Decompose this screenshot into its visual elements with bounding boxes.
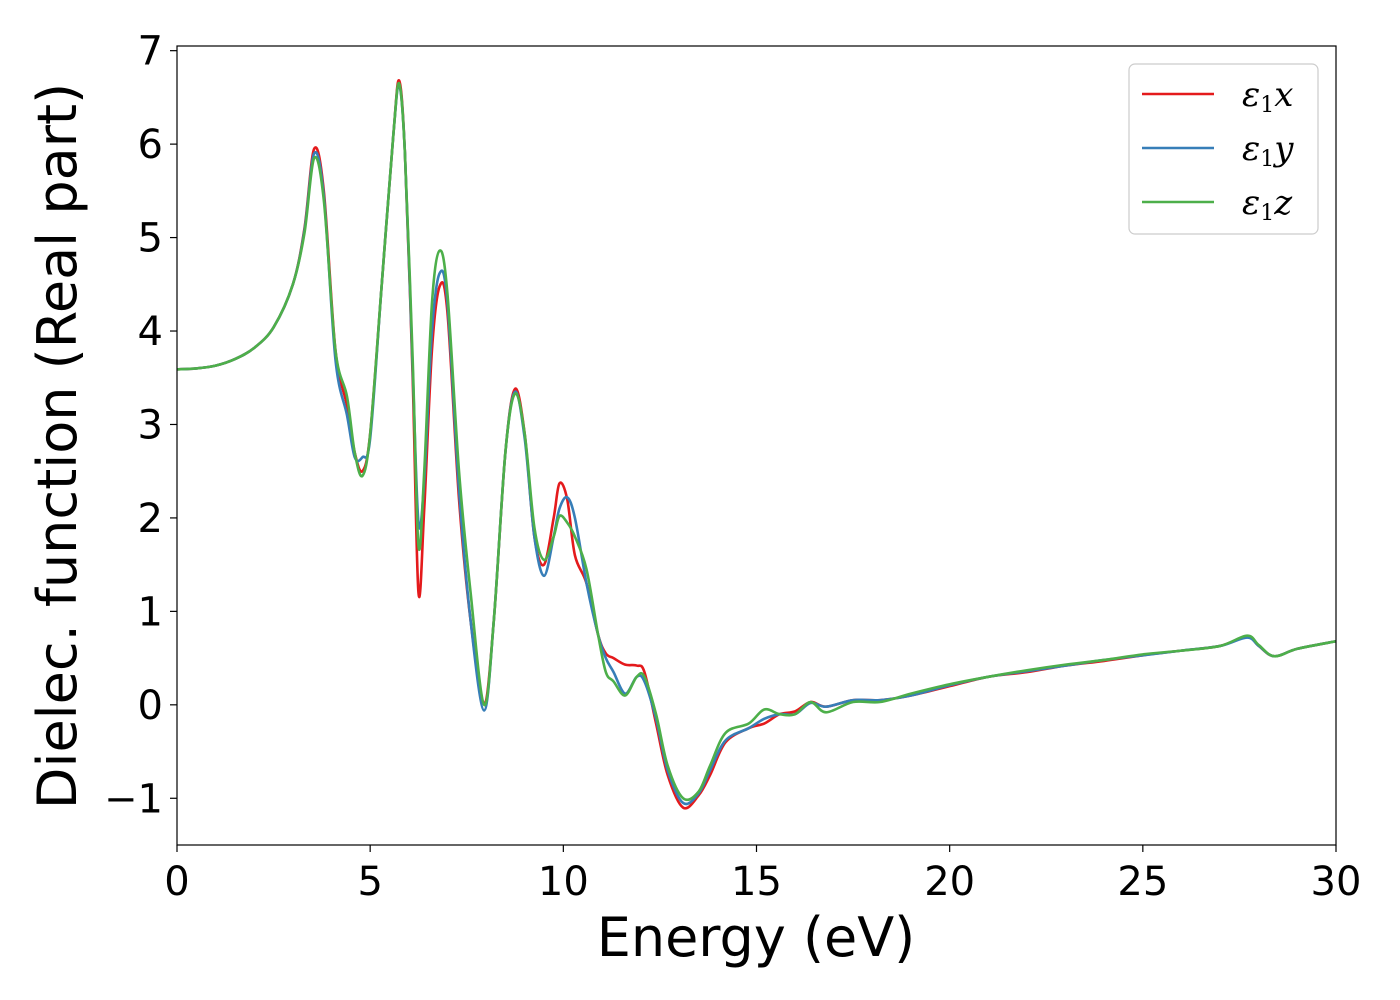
- series-line-z: [176, 82, 1337, 802]
- y-tick-label: −1: [104, 776, 163, 822]
- x-tick-label: 5: [357, 859, 382, 905]
- y-tick-label: 6: [138, 122, 163, 168]
- y-tick-label: 2: [138, 496, 163, 542]
- y-axis-label: Dielec. function (Real part): [26, 83, 89, 809]
- x-tick-label: 0: [164, 859, 189, 905]
- x-tick-label: 25: [1117, 859, 1168, 905]
- x-tick-label: 30: [1311, 859, 1362, 905]
- y-tick-label: 3: [138, 402, 163, 448]
- y-axis: −1 0 1 2 3 4 5 6 7: [104, 29, 177, 822]
- x-axis-label: Energy (eV): [597, 906, 916, 969]
- y-tick-label: 0: [138, 683, 163, 729]
- x-axis: 0 5 10 15 20 25 30: [164, 845, 1361, 905]
- y-tick-label: 7: [138, 29, 163, 75]
- y-tick-label: 4: [138, 309, 163, 355]
- y-tick-label: 1: [138, 589, 163, 635]
- x-tick-label: 10: [538, 859, 589, 905]
- y-tick-label: 5: [138, 216, 163, 262]
- series-layer: [176, 79, 1337, 810]
- legend: ε1x ε1y ε1z: [1128, 63, 1319, 235]
- legend-box: [1128, 63, 1319, 235]
- x-tick-label: 15: [731, 859, 782, 905]
- x-tick-label: 20: [924, 859, 975, 905]
- legend-label-z: ε1z: [1242, 183, 1293, 226]
- legend-label-x: ε1x: [1242, 75, 1293, 118]
- legend-label-y: ε1y: [1242, 129, 1294, 172]
